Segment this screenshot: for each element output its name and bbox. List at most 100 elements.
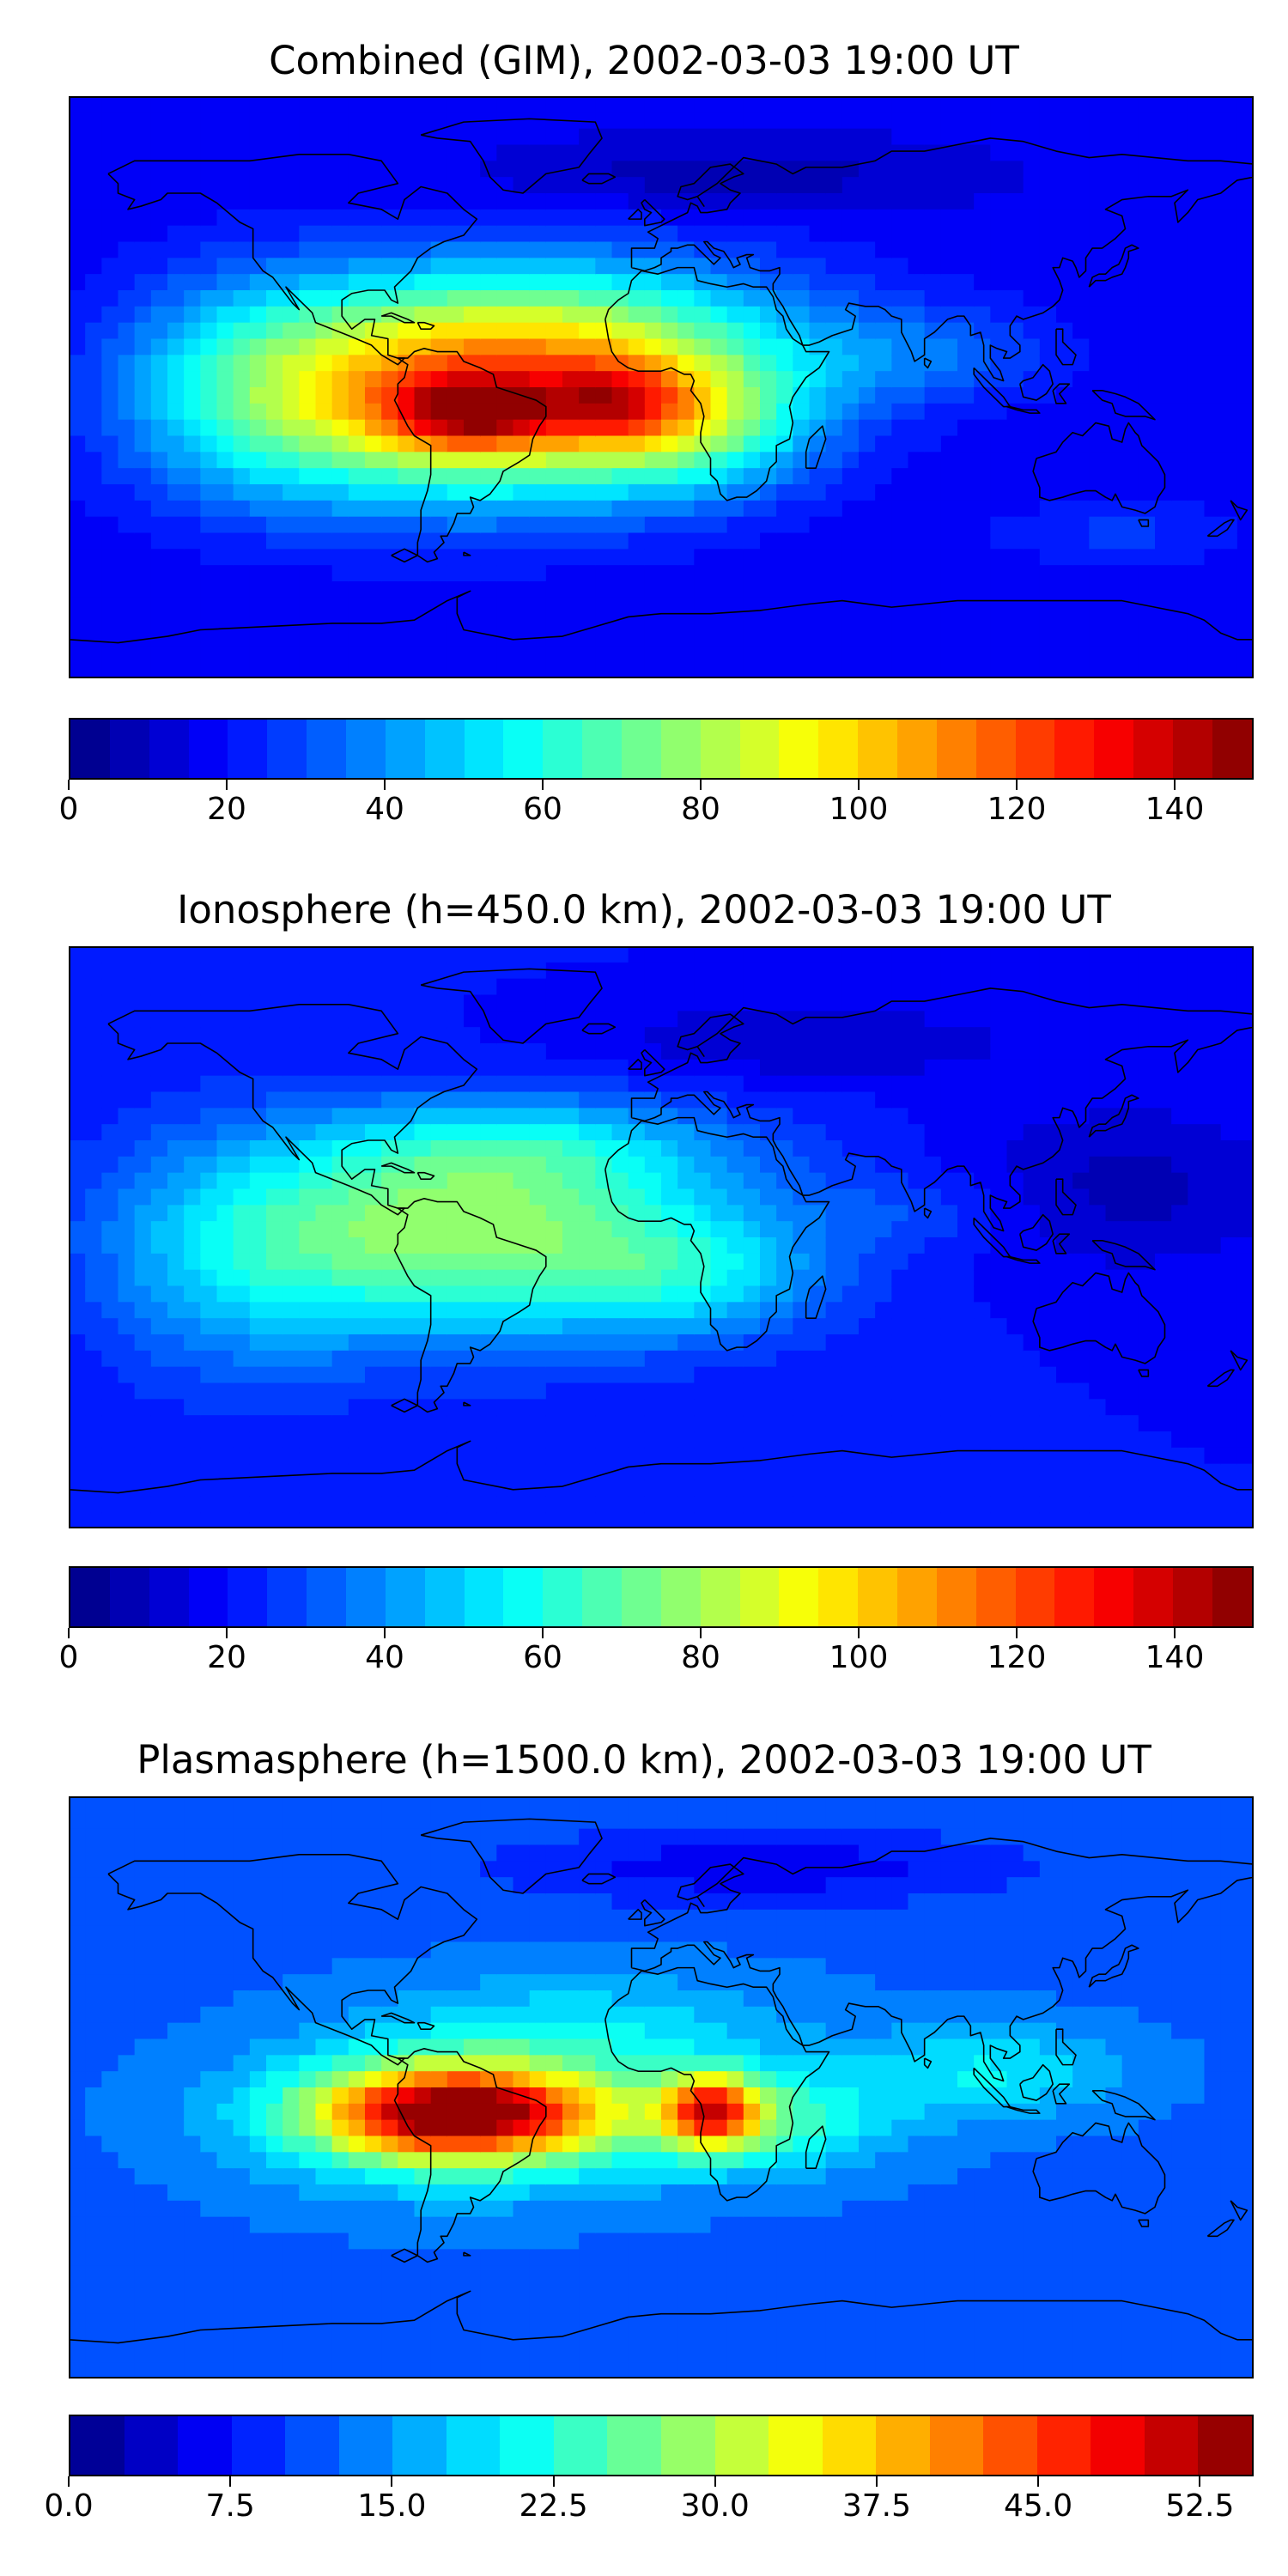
tec-cell	[365, 565, 383, 583]
tec-cell	[595, 419, 613, 437]
tec-cell	[233, 549, 252, 567]
tec-cell	[793, 96, 811, 114]
tec-cell	[447, 1027, 465, 1045]
tec-cell	[365, 532, 383, 550]
tec-cell	[101, 96, 119, 114]
tec-cell	[644, 322, 663, 340]
tec-cell	[233, 1237, 252, 1255]
tec-cell	[496, 549, 514, 567]
tec-cell	[809, 1140, 828, 1158]
tec-cell	[249, 112, 268, 130]
tec-cell	[924, 468, 943, 486]
tec-cell	[628, 435, 647, 453]
tec-cell	[644, 274, 663, 292]
tec-cell	[694, 128, 712, 146]
tec-cell	[1056, 1237, 1074, 1255]
tec-cell	[85, 1011, 103, 1029]
tec-cell	[579, 225, 597, 243]
tec-cell	[579, 306, 597, 324]
tec-cell	[101, 177, 119, 195]
tec-cell	[348, 1059, 367, 1077]
tec-cell	[101, 1350, 119, 1368]
tec-cell	[1072, 484, 1091, 502]
tec-cell	[793, 144, 811, 162]
tec-cell	[381, 1302, 399, 1320]
tec-cell	[661, 1512, 679, 1528]
tec-cell	[1072, 322, 1091, 340]
tec-cell	[957, 1415, 975, 1433]
tec-cell	[940, 1027, 959, 1045]
tec-cell	[825, 1366, 844, 1384]
tec-cell	[1138, 532, 1157, 550]
tec-cell	[1072, 419, 1091, 437]
tec-cell	[150, 96, 169, 114]
tec-cell	[365, 1302, 383, 1320]
tec-cell	[200, 962, 218, 980]
tec-grid	[69, 946, 1254, 1528]
tec-cell	[1072, 1496, 1091, 1514]
tec-cell	[315, 946, 334, 964]
tec-cell	[1188, 549, 1206, 567]
tec-cell	[694, 209, 712, 227]
tec-cell	[69, 1059, 87, 1077]
tec-cell	[529, 1399, 548, 1417]
tec-cell	[562, 1334, 580, 1352]
tec-cell	[101, 128, 119, 146]
tec-cell	[167, 1172, 185, 1190]
tec-cell	[167, 500, 185, 518]
tec-cell	[1056, 962, 1074, 980]
tec-cell	[710, 1124, 729, 1142]
tec-cell	[1121, 290, 1140, 308]
tec-cell	[398, 1059, 416, 1077]
tec-cell	[891, 355, 909, 373]
tec-cell	[184, 1059, 202, 1077]
tec-cell	[85, 1269, 103, 1287]
tec-cell	[1188, 532, 1206, 550]
tec-cell	[1188, 597, 1206, 615]
tec-cell	[529, 1431, 548, 1449]
tec-cell	[1056, 1027, 1074, 1045]
tec-cell	[85, 1205, 103, 1223]
tec-cell	[859, 946, 877, 964]
tec-cell	[974, 1237, 992, 1255]
tec-cell	[430, 1237, 449, 1255]
tec-cell	[233, 565, 252, 583]
tec-cell	[331, 468, 350, 486]
tec-cell	[611, 516, 630, 534]
tec-cell	[990, 1302, 1008, 1320]
tec-cell	[464, 1447, 482, 1465]
tec-cell	[1220, 290, 1239, 308]
tec-cell	[283, 1043, 301, 1061]
tec-cell	[447, 1334, 465, 1352]
colorbar-segment	[779, 720, 819, 778]
tec-cell	[513, 403, 532, 421]
tec-cell	[1089, 629, 1107, 647]
tec-cell	[200, 516, 218, 534]
tec-cell	[1056, 1447, 1074, 1465]
tec-cell	[249, 1059, 268, 1077]
tec-cell	[184, 371, 202, 389]
tec-cell	[150, 338, 169, 356]
tec-cell	[134, 1269, 153, 1287]
tec-cell	[266, 581, 284, 599]
tec-cell	[331, 565, 350, 583]
tec-cell	[1105, 1027, 1124, 1045]
tec-cell	[414, 225, 433, 243]
tec-cell	[249, 1399, 268, 1417]
tec-cell	[1188, 290, 1206, 308]
colorbar-segment	[307, 720, 347, 778]
tec-cell	[694, 1447, 712, 1465]
tec-cell	[661, 484, 679, 502]
tec-cell	[661, 1350, 679, 1368]
tec-cell	[595, 290, 613, 308]
tec-cell	[134, 209, 153, 227]
colorbar-segment	[818, 720, 859, 778]
tec-cell	[1121, 452, 1140, 470]
tec-cell	[167, 144, 185, 162]
tec-cell	[184, 1399, 202, 1417]
tec-cell	[1171, 161, 1189, 179]
tec-cell	[957, 209, 975, 227]
tec-cell	[529, 1027, 548, 1045]
tec-cell	[710, 225, 729, 243]
tec-cell	[760, 532, 778, 550]
